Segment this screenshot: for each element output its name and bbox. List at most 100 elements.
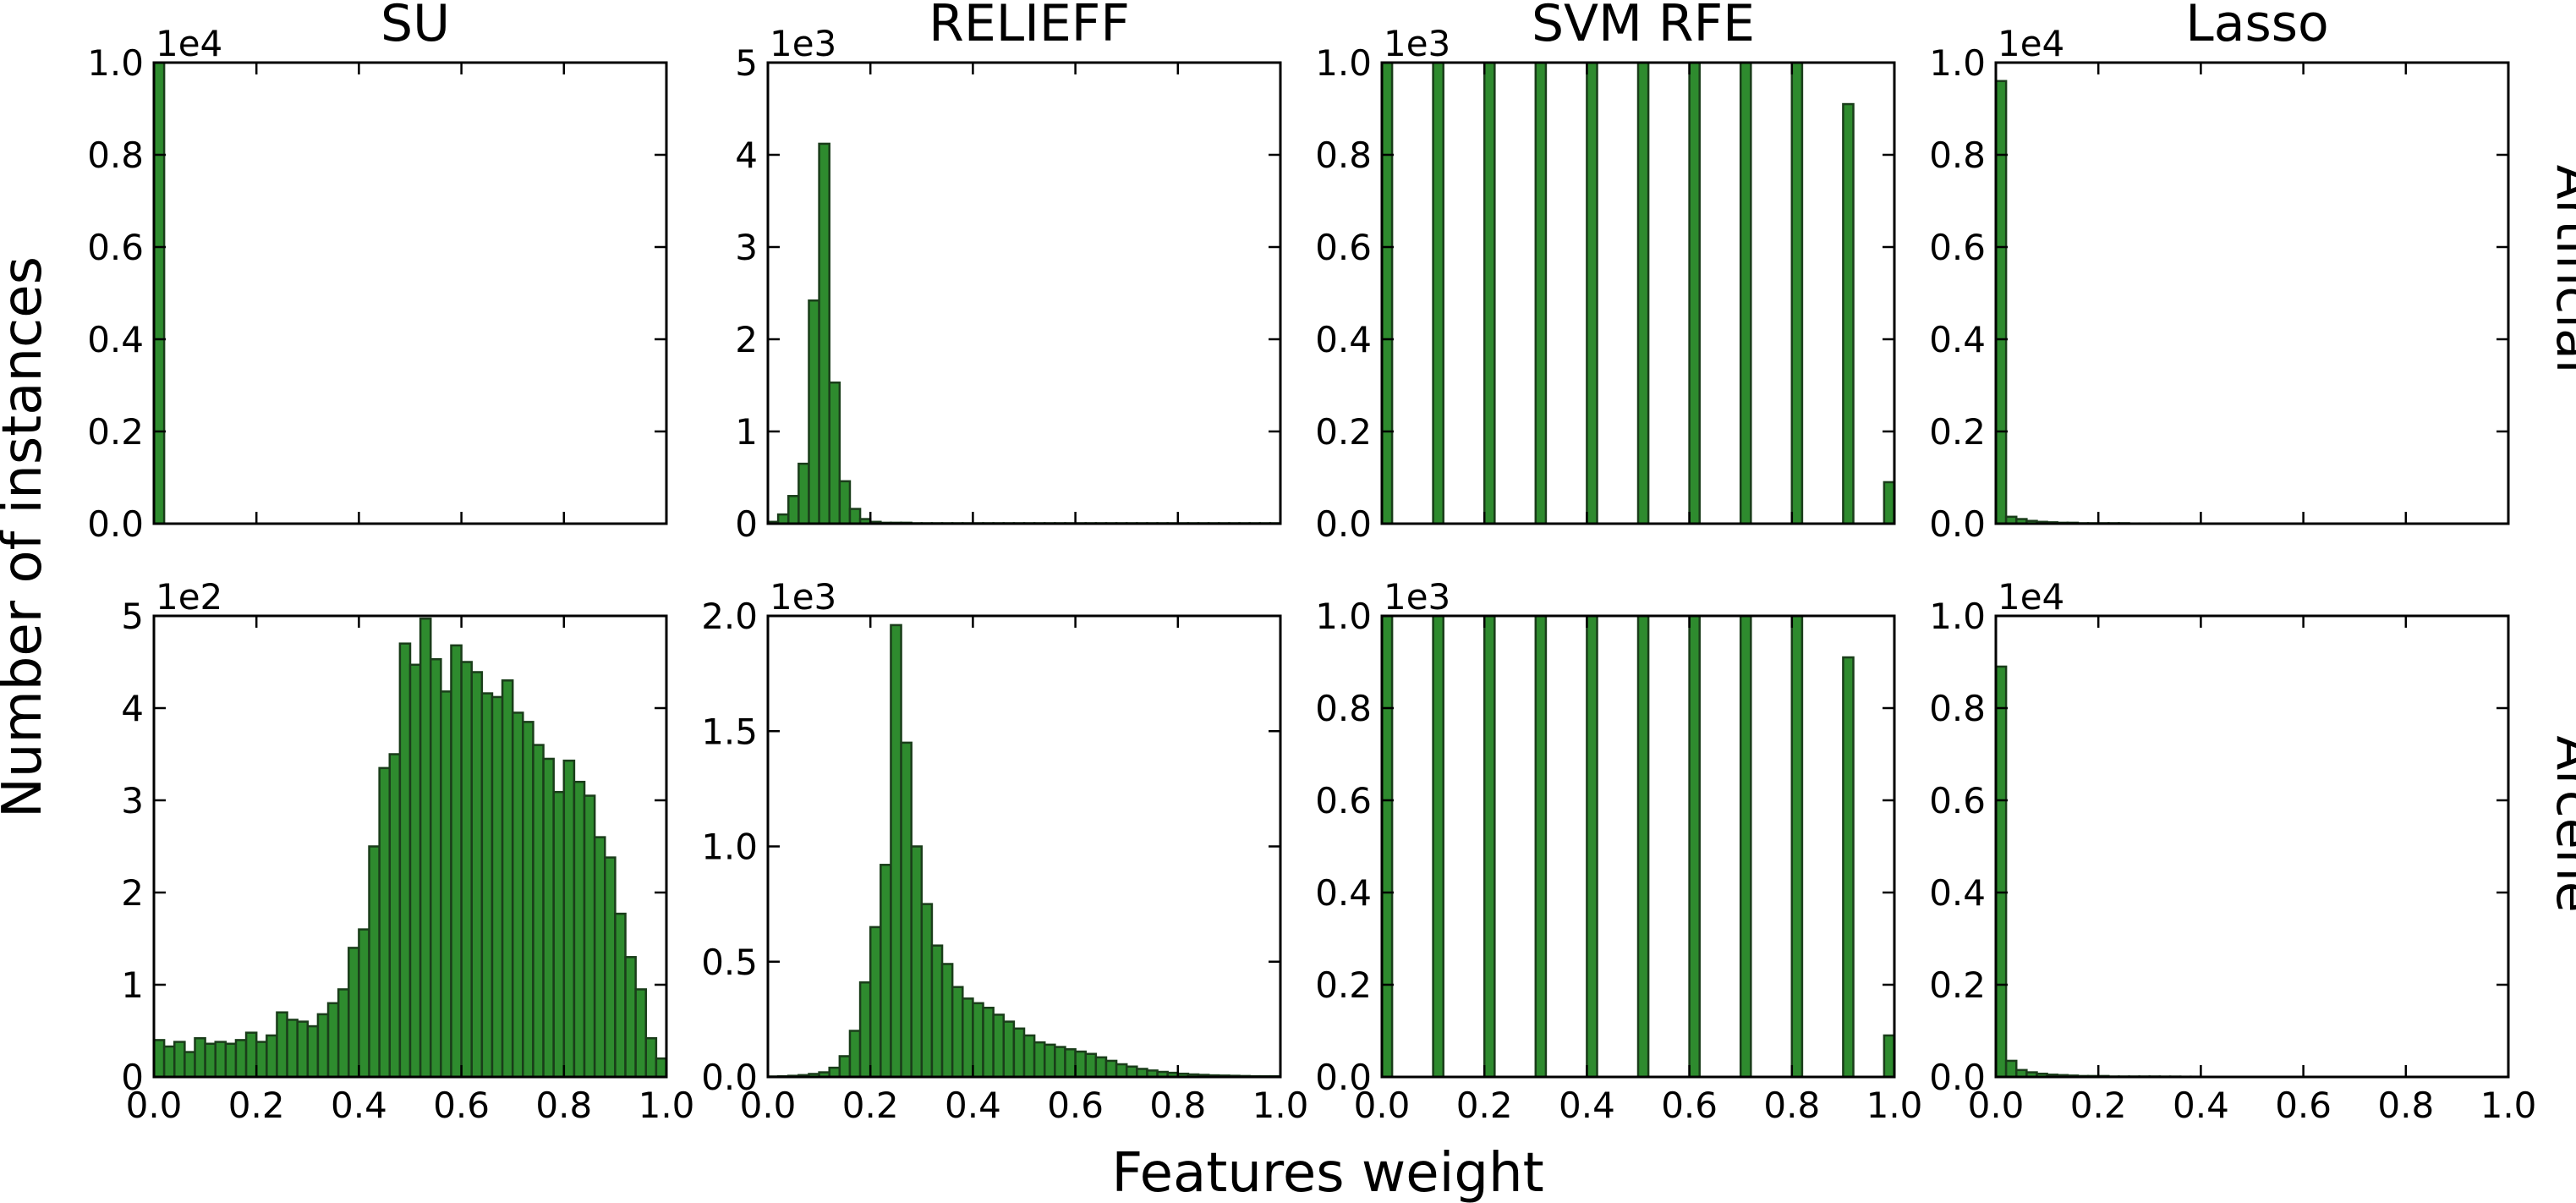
bar bbox=[1094, 1056, 1108, 1079]
bar bbox=[522, 721, 534, 1079]
y-tick-label: 0.2 bbox=[1315, 411, 1372, 453]
y-tick-label: 1.0 bbox=[701, 827, 758, 868]
y-tick-label: 3 bbox=[735, 227, 758, 268]
y-axis-label: Number of instances bbox=[0, 256, 54, 818]
bar bbox=[624, 956, 637, 1079]
bar bbox=[450, 644, 463, 1079]
bar bbox=[838, 480, 852, 525]
scale-label: 1e3 bbox=[770, 23, 836, 64]
x-tick-label: 0.4 bbox=[945, 1085, 1001, 1126]
y-tick-label: 0.0 bbox=[701, 1057, 758, 1098]
bar bbox=[1790, 614, 1804, 1079]
x-tick-label: 0.4 bbox=[331, 1085, 387, 1126]
bar bbox=[962, 997, 974, 1079]
bar bbox=[368, 845, 381, 1079]
bars-arcene-relieff bbox=[766, 623, 1282, 1079]
bar bbox=[214, 1041, 227, 1079]
plot-frame bbox=[1380, 61, 1896, 525]
bar bbox=[1739, 61, 1752, 525]
plot-frame bbox=[766, 61, 1282, 525]
y-tick-label: 0.4 bbox=[1315, 319, 1372, 360]
panel-artificial-relieff: 0 1 2 3 4 5 1e3 bbox=[735, 23, 1282, 545]
scale-label: 1e4 bbox=[1998, 23, 2064, 64]
x-axis-label: Features weight bbox=[1111, 1142, 1543, 1203]
bar bbox=[501, 679, 514, 1079]
bar bbox=[992, 1013, 1006, 1079]
bar bbox=[470, 671, 484, 1079]
bar bbox=[910, 845, 924, 1079]
x-tick-label: 1.0 bbox=[2480, 1085, 2537, 1126]
bar bbox=[880, 864, 892, 1079]
y-tick-label: 2 bbox=[121, 872, 144, 914]
bar bbox=[972, 1002, 984, 1079]
bar bbox=[491, 695, 504, 1079]
bar bbox=[1688, 61, 1701, 525]
bar bbox=[1586, 614, 1598, 1079]
y-tick-label: 0.4 bbox=[1929, 319, 1986, 360]
bar bbox=[388, 753, 402, 1079]
bar bbox=[358, 928, 370, 1079]
bar bbox=[234, 1039, 248, 1079]
panel-arcene-lasso: 0.0 0.2 0.4 0.6 0.8 1.0 0.0 0.2 0.4 0.6 0.8 1.0 1e4 bbox=[1929, 576, 2536, 1126]
column-title-relieff: RELIEFF bbox=[929, 0, 1130, 53]
bar bbox=[1636, 614, 1650, 1079]
y-tick-label: 0.2 bbox=[1929, 411, 1986, 453]
y-tick-label: 0.0 bbox=[1315, 1057, 1372, 1098]
x-tick-label: 0.0 bbox=[126, 1085, 183, 1126]
bar bbox=[1636, 61, 1650, 525]
bar bbox=[1115, 1063, 1128, 1079]
y-tick-label: 0 bbox=[121, 1057, 144, 1098]
x-tick-label: 0.6 bbox=[1661, 1085, 1718, 1126]
bars-artificial-relieff bbox=[766, 142, 1282, 525]
x-tick-label: 1.0 bbox=[639, 1085, 695, 1126]
bar bbox=[951, 986, 964, 1079]
bar bbox=[583, 794, 596, 1079]
bar bbox=[429, 657, 442, 1079]
bar bbox=[152, 1039, 166, 1079]
y-tick-label: 1.0 bbox=[1929, 42, 1986, 84]
bar bbox=[266, 1034, 278, 1079]
y-tick-label: 0.6 bbox=[1315, 227, 1372, 268]
bars-arcene-su bbox=[152, 618, 668, 1079]
bar bbox=[511, 711, 524, 1079]
x-tick-label: 1.0 bbox=[1252, 1085, 1309, 1126]
x-tick-label: 0.8 bbox=[1763, 1085, 1820, 1126]
y-tick-label: 2 bbox=[735, 319, 758, 360]
y-tick-label: 2.0 bbox=[701, 596, 758, 637]
bar bbox=[286, 1019, 299, 1079]
bar bbox=[408, 663, 422, 1079]
bar bbox=[1012, 1027, 1026, 1079]
bar bbox=[1380, 614, 1394, 1079]
x-tick-label: 0.8 bbox=[2377, 1085, 2434, 1126]
y-tick-label: 1.0 bbox=[1315, 596, 1372, 637]
y-tick-label: 3 bbox=[121, 780, 144, 821]
y-tick-label: 0.0 bbox=[1929, 503, 1986, 545]
bar bbox=[224, 1042, 238, 1079]
bar bbox=[890, 623, 902, 1079]
bar bbox=[940, 963, 954, 1079]
x-tick-label: 0.2 bbox=[2070, 1085, 2127, 1126]
bar bbox=[1483, 614, 1496, 1079]
bar bbox=[1033, 1041, 1046, 1079]
panel-artificial-su: 0.0 0.2 0.4 0.6 0.8 1.0 1e4 bbox=[87, 23, 668, 545]
bar bbox=[326, 1002, 340, 1079]
bar bbox=[828, 381, 841, 525]
panel-arcene-su: 0 1 2 3 4 5 0.0 0.2 0.4 0.6 0.8 1.0 1e2 bbox=[121, 576, 694, 1126]
y-tick-label: 0.8 bbox=[1929, 688, 1986, 729]
panel-arcene-relieff: 0.0 0.5 1.0 1.5 2.0 0.0 0.2 0.4 0.6 0.8 1.0 1e3 bbox=[701, 576, 1308, 1126]
bar bbox=[808, 299, 820, 525]
y-tick-label: 4 bbox=[735, 135, 758, 176]
bar bbox=[419, 618, 432, 1079]
bar bbox=[604, 856, 617, 1079]
x-tick-label: 0.0 bbox=[740, 1085, 797, 1126]
bar bbox=[1054, 1046, 1066, 1079]
x-tick-label: 0.4 bbox=[1559, 1085, 1615, 1126]
y-tick-label: 0.8 bbox=[1315, 688, 1372, 729]
bar bbox=[255, 1041, 268, 1079]
y-tick-label: 0.4 bbox=[1315, 872, 1372, 914]
bar bbox=[1883, 481, 1896, 525]
y-tick-label: 0.8 bbox=[1315, 135, 1372, 176]
bar bbox=[797, 462, 810, 525]
